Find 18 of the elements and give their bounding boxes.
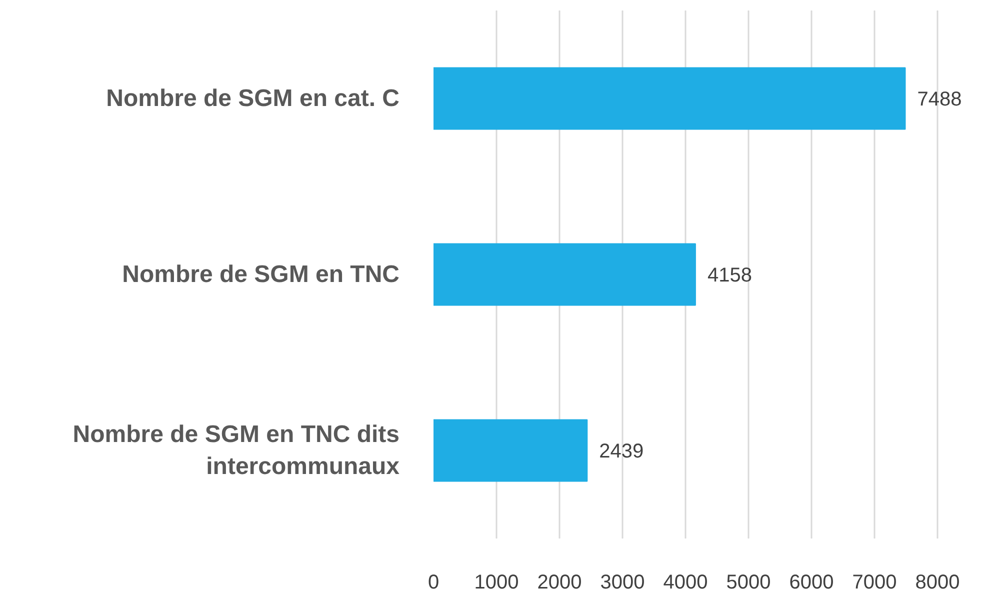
y-tick-label: Nombre de SGM en TNC — [122, 261, 400, 288]
x-tick-label: 5000 — [726, 572, 771, 591]
x-tick-label: 7000 — [852, 572, 897, 591]
x-tick-label: 2000 — [537, 572, 582, 591]
bar — [434, 67, 906, 130]
data-label: 7488 — [917, 88, 962, 110]
x-tick-label: 8000 — [915, 572, 960, 591]
bar — [434, 243, 696, 306]
x-tick-label: 3000 — [600, 572, 645, 591]
y-tick-label: Nombre de SGM en cat. C — [106, 85, 400, 112]
bar — [434, 419, 588, 482]
x-tick-label: 1000 — [474, 572, 519, 591]
data-label: 2439 — [599, 440, 644, 462]
data-label: 4158 — [707, 264, 752, 286]
x-tick-label: 6000 — [789, 572, 834, 591]
y-tick-label: Nombre de SGM en TNC dits intercommunaux — [72, 420, 400, 480]
x-tick-label: 0 — [428, 572, 440, 591]
x-tick-label: 4000 — [663, 572, 708, 591]
